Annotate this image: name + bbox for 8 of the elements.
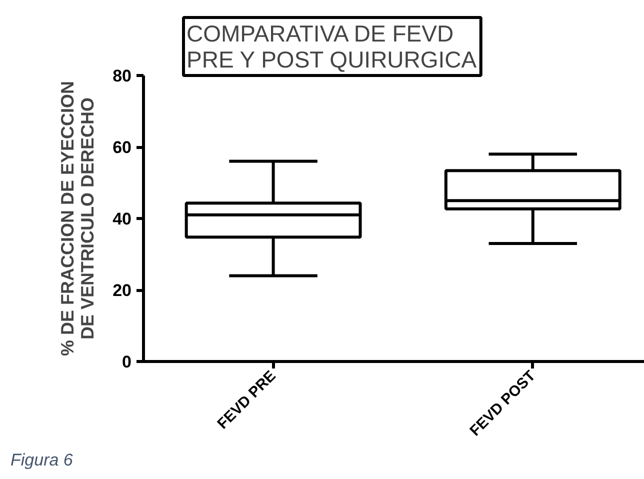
y-tick-label: 80 xyxy=(112,66,132,86)
y-axis-title: % DE FRACCION DE EYECCION DE VENTRICULO DERECHO xyxy=(58,80,98,356)
y-tick-label: 0 xyxy=(122,352,132,372)
y-tick-label: 40 xyxy=(112,210,132,228)
y-tick-label: 20 xyxy=(112,281,132,300)
y-tick-label: 60 xyxy=(112,138,132,157)
chart-title: COMPARATIVA DE FEVD PRE Y POST QUIRURGICA xyxy=(186,20,478,72)
text: Figura 6 xyxy=(10,450,74,470)
